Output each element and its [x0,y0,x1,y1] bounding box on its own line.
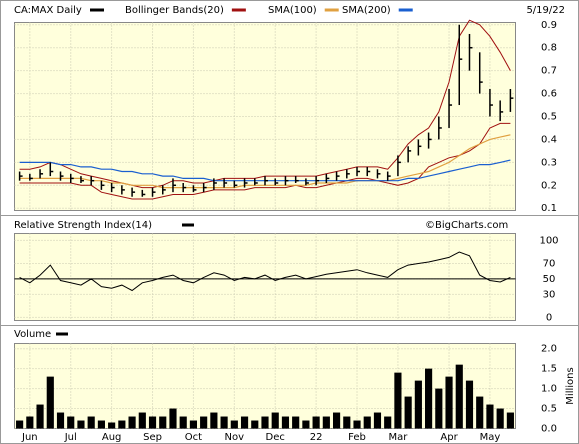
y-tick-label: 1.5 [541,364,557,375]
x-tick-label: 22 [310,432,323,443]
volume-bar [128,416,136,429]
y-tick-label: 0.1 [541,203,557,214]
y-axis-label: Millions [565,367,576,404]
volume-bar [67,416,75,429]
x-tick-label: Feb [348,432,366,443]
volume-bar [271,412,279,429]
y-tick-label: 0.8 [541,43,557,54]
volume-bar [200,416,208,429]
volume-bar [210,412,218,429]
volume-bar [36,404,44,429]
volume-bar [26,416,34,429]
legend-label: SMA(100) [268,5,317,16]
line [19,122,511,200]
volume-bar [425,368,433,429]
volume-bar [97,420,105,429]
volume-bar [455,364,463,429]
y-tick-label: 0.5 [541,404,557,415]
y-tick-label: 2.0 [541,344,557,355]
x-tick-label: May [480,432,501,443]
volume-bar [435,388,443,429]
volume-bar [292,416,300,429]
volume-bar [281,416,290,429]
volume-bar [46,376,54,429]
volume-bar [332,412,341,429]
volume-bar [486,404,494,429]
rsi-panel [14,233,516,321]
x-tick-label: Oct [185,432,202,443]
x-tick-label: Mar [388,432,408,443]
volume-bar [108,422,116,429]
line [19,251,511,292]
y-tick-label: 0.9 [541,20,557,31]
volume-bar [179,416,187,429]
y-tick-label: 0.6 [541,89,557,100]
volume-bar [496,408,504,429]
y-tick-label: 70 [543,259,556,270]
volume-bar [261,416,269,429]
x-tick-label: Apr [440,432,458,443]
y-tick-label: 0.2 [541,180,557,191]
y-tick-label: 0.3 [541,157,557,168]
volume-bar [302,420,310,429]
volume-bar [312,416,320,429]
x-tick-label: Nov [225,432,245,443]
line [19,19,511,189]
y-tick-label: 1.0 [541,384,557,395]
x-tick-label: Aug [102,432,122,443]
rsi-title: Relative Strength Index(14) [14,220,152,231]
volume-bar [322,416,330,429]
volume-bar [394,372,402,429]
y-tick-label: 50 [543,274,556,285]
volume-bar [363,416,371,429]
volume-bar [476,396,484,429]
y-tick-label: 0.7 [541,66,557,77]
volume-bar [169,408,177,429]
volume-bar [353,420,361,429]
volume-bar [506,412,514,429]
volume-bar [77,420,85,429]
volume-bar [220,416,228,429]
volume-bar [343,416,351,429]
chart-title: CA:MAX Daily [14,5,82,16]
y-tick-label: 100 [539,235,558,246]
volume-bar [240,416,249,429]
y-tick-label: 30 [543,289,556,300]
volume-title: Volume [14,329,51,340]
y-tick-label: 0.5 [541,112,557,123]
date-label: 5/19/22 [526,5,565,16]
legend-label: SMA(200) [342,5,391,16]
volume-bar [16,420,24,429]
volume-bar [384,416,392,429]
volume-bar [404,396,412,429]
volume-bar [87,416,95,429]
y-tick-label: 0 [546,312,552,323]
volume-bar [118,420,126,429]
x-tick-label: Jul [64,432,77,443]
volume-bar [465,380,474,429]
volume-bar [373,412,382,429]
volume-bar [159,416,167,429]
volume-bar [230,420,238,429]
volume-bar [251,420,259,429]
watermark: ©BigCharts.com [425,220,508,231]
volume-bar [414,380,422,429]
volume-bar [56,412,65,429]
volume-bar [148,416,157,429]
x-tick-label: Sep [143,432,162,443]
x-tick-label: Dec [266,432,285,443]
x-tick-label: Jun [21,432,38,443]
y-tick-label: 0.4 [541,134,557,145]
volume-bar [138,412,146,429]
volume-bar [189,420,198,429]
legend-label: Bollinger Bands(20) [125,5,224,16]
y-tick-label: 0.0 [541,424,557,435]
volume-bar [445,376,453,429]
